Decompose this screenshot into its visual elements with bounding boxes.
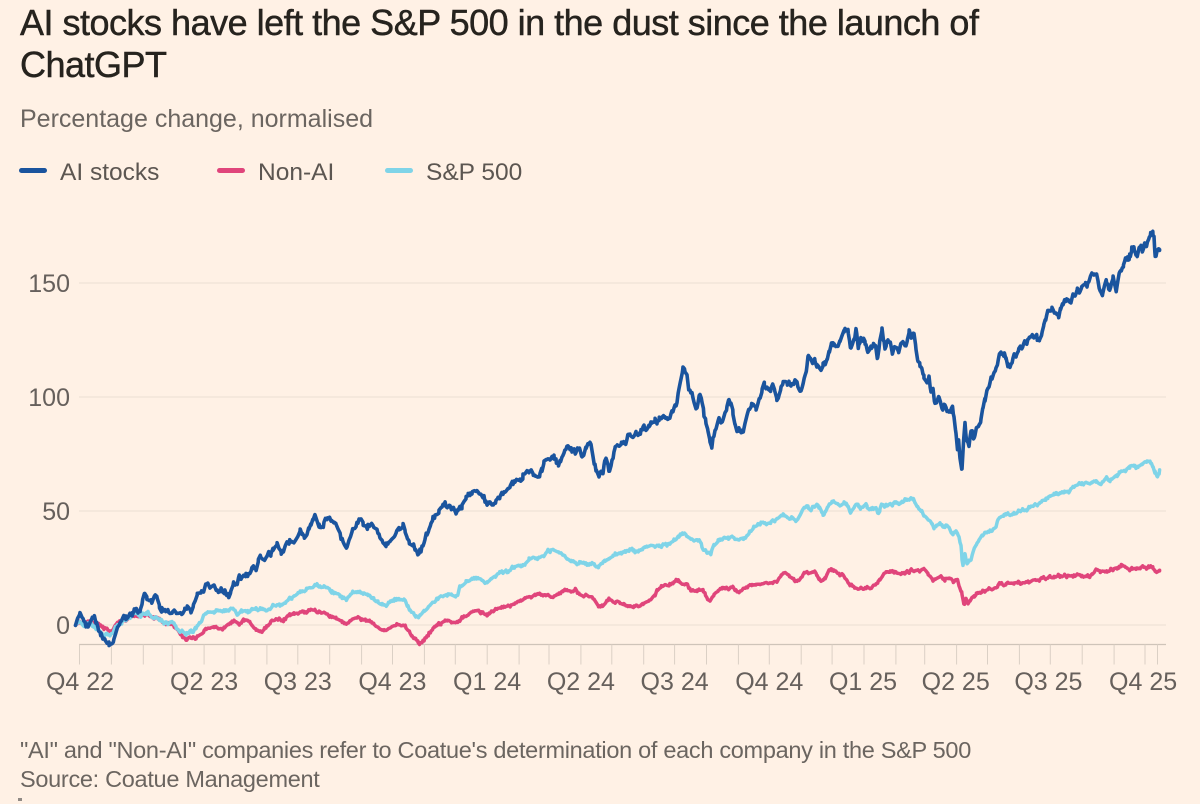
svg-text:Q2 23: Q2 23 bbox=[170, 668, 238, 696]
svg-text:150: 150 bbox=[28, 270, 70, 298]
svg-text:Q1 25: Q1 25 bbox=[829, 668, 897, 696]
svg-text:0: 0 bbox=[56, 612, 70, 640]
svg-text:Q4 23: Q4 23 bbox=[358, 668, 426, 696]
svg-text:Q4 25: Q4 25 bbox=[1109, 668, 1177, 696]
svg-text:50: 50 bbox=[42, 498, 70, 526]
svg-text:Q3 24: Q3 24 bbox=[641, 668, 709, 696]
svg-text:Q2 24: Q2 24 bbox=[547, 668, 615, 696]
svg-text:Q3 25: Q3 25 bbox=[1014, 668, 1082, 696]
svg-text:Q3 23: Q3 23 bbox=[264, 668, 332, 696]
svg-text:Q1 24: Q1 24 bbox=[453, 668, 521, 696]
svg-text:Q4 22: Q4 22 bbox=[46, 668, 114, 696]
svg-text:Q4 24: Q4 24 bbox=[735, 668, 803, 696]
svg-text:Q2 25: Q2 25 bbox=[922, 668, 990, 696]
svg-text:100: 100 bbox=[28, 384, 70, 412]
